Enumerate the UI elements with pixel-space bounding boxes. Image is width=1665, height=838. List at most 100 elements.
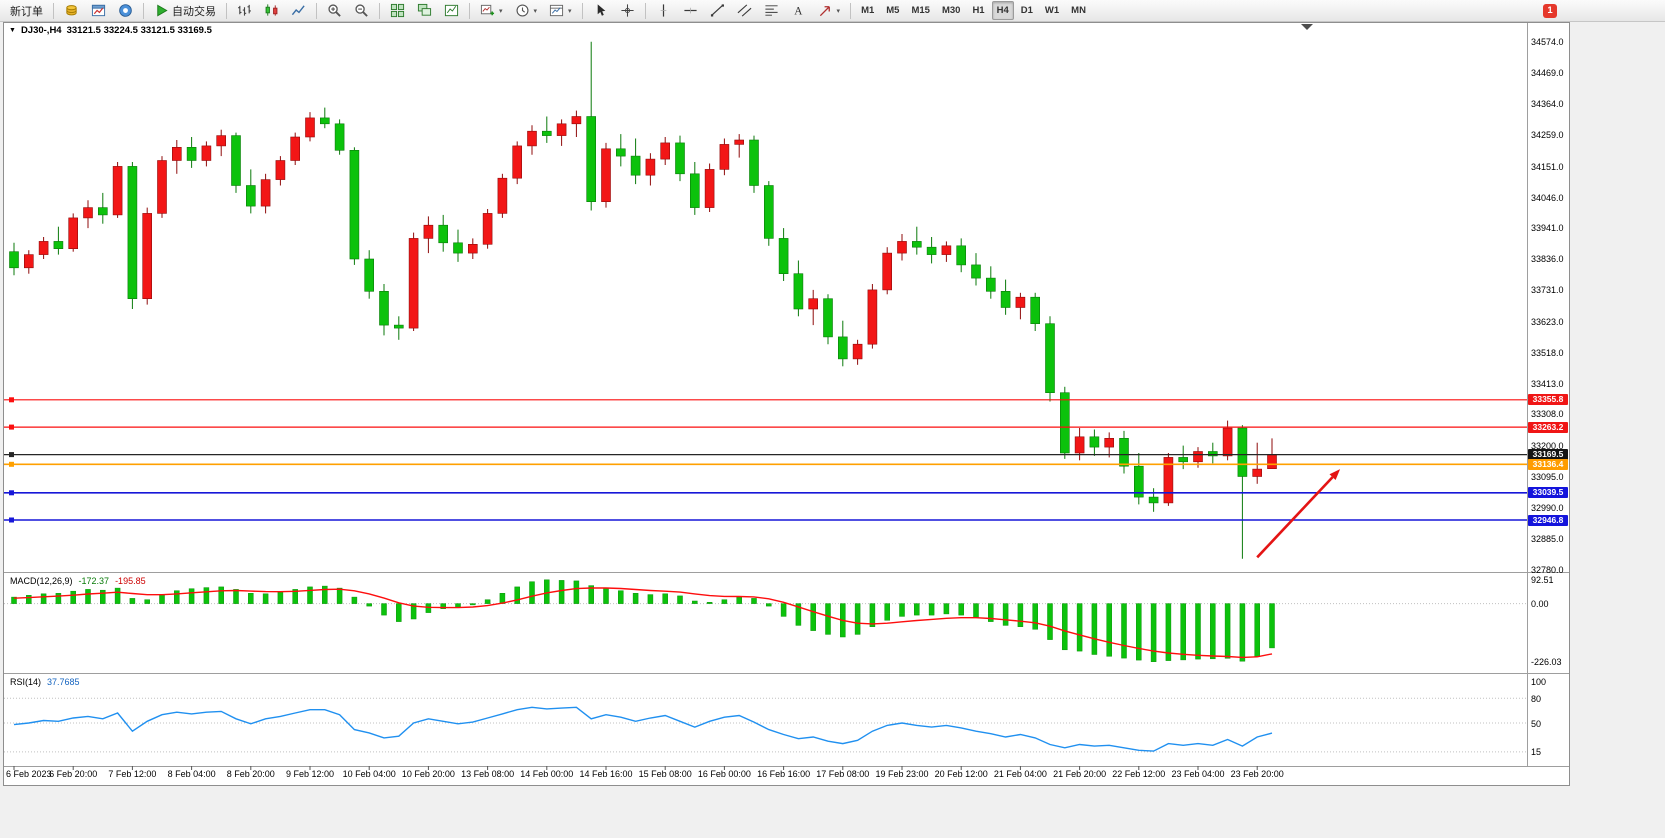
new-chart-icon [480, 3, 495, 18]
periods-button[interactable]: ▾ [510, 1, 543, 20]
price-axis-label: 34469.0 [1531, 68, 1564, 79]
macd-axis-label: 0.00 [1531, 599, 1549, 610]
price-line-handle[interactable] [9, 452, 14, 458]
zoom-in-button[interactable] [322, 1, 347, 20]
toolbar-separator [850, 2, 852, 19]
toolbar-separator [644, 2, 646, 19]
price-line-handle[interactable] [9, 424, 14, 430]
time-axis-label: 16 Feb 00:00 [697, 769, 751, 779]
auto-trading-button-label: 自动交易 [172, 5, 216, 18]
tf-h4-button[interactable]: H4 [991, 1, 1014, 20]
chart-shift-marker[interactable] [1301, 24, 1313, 30]
notification-badge[interactable]: 1 [1543, 4, 1557, 18]
time-axis-label: 22 Feb 12:00 [1112, 769, 1166, 779]
fibo-button[interactable] [759, 1, 784, 20]
price-tag: 33039.5 [1528, 487, 1568, 499]
time-axis-label: 6 Feb 2023 [6, 769, 52, 779]
hline-button[interactable] [678, 1, 703, 20]
tf-m1-button[interactable]: M1 [856, 1, 879, 20]
price-line-handle[interactable] [9, 461, 14, 467]
tf-mn-button[interactable]: MN [1066, 1, 1091, 20]
auto-trading-button[interactable]: 自动交易 [149, 1, 221, 20]
arrow-annotation-head[interactable] [1329, 469, 1341, 480]
price-tag: 33263.2 [1528, 421, 1568, 433]
toolbar-separator [581, 2, 583, 19]
price-axis-label: 32990.0 [1531, 502, 1564, 513]
cursor-button[interactable] [588, 1, 613, 20]
toolbar-separator [379, 2, 380, 19]
macd-axis-label: -226.03 [1531, 657, 1562, 668]
new-chart-button[interactable]: ▾ [475, 1, 508, 20]
tf-h1-button-label: H1 [972, 5, 985, 16]
line-chart-button[interactable] [286, 1, 311, 20]
track-chart-button[interactable] [439, 1, 464, 20]
chevron-down-icon[interactable]: ▼ [9, 27, 16, 34]
tf-w1-button[interactable]: W1 [1040, 1, 1064, 20]
tf-m30-button[interactable]: M30 [937, 1, 965, 20]
tf-h1-button[interactable]: H1 [967, 1, 989, 20]
price-line-handle[interactable] [9, 490, 14, 496]
price-axis-label: 33518.0 [1531, 347, 1564, 358]
crosshair-button[interactable] [615, 1, 640, 20]
clock-icon [515, 3, 530, 18]
chart-window-icon [91, 3, 106, 18]
time-axis-label: 8 Feb 20:00 [226, 769, 275, 779]
vline-button[interactable] [651, 1, 676, 20]
macd-main-value: -172.37 [78, 576, 110, 586]
tf-m15-button-label: M15 [911, 5, 930, 16]
time-axis-label: 9 Feb 12:00 [285, 769, 335, 779]
tf-m5-button[interactable]: M5 [881, 1, 904, 20]
zoom-out-button[interactable] [349, 1, 374, 20]
time-axis-label: 10 Feb 20:00 [401, 769, 455, 779]
price-line-handle[interactable] [9, 397, 14, 403]
chart-canvas[interactable] [4, 23, 1569, 785]
arrow-shape-icon [818, 3, 833, 18]
macd-panel-label: MACD(12,26,9) -172.37 -195.85 [10, 576, 146, 586]
time-axis-label: 21 Feb 04:00 [993, 769, 1047, 779]
bar-chart-button[interactable] [232, 1, 257, 20]
toolbar-separator [53, 2, 54, 19]
time-axis-label: 23 Feb 20:00 [1230, 769, 1284, 779]
chart-symbol-period: DJ30-,H4 [20, 25, 62, 36]
price-axis-label: 33731.0 [1531, 285, 1564, 296]
arrows-button[interactable]: ▾ [813, 1, 846, 20]
charts-window-button[interactable] [86, 1, 111, 20]
tf-d1-button[interactable]: D1 [1016, 1, 1038, 20]
dropdown-caret-icon: ▾ [568, 7, 572, 15]
tf-d1-button-label: D1 [1020, 5, 1033, 16]
rsi-line [13, 706, 1273, 752]
chart-title: ▼ DJ30-,H4 33121.5 33224.5 33121.5 33169… [9, 25, 212, 36]
tf-m15-button[interactable]: M15 [906, 1, 934, 20]
arrow-annotation[interactable] [1256, 476, 1334, 559]
price-axis-label: 32885.0 [1531, 533, 1564, 544]
candle-chart-button[interactable] [259, 1, 284, 20]
rsi-axis-label: 100 [1531, 677, 1547, 688]
price-axis-label: 34046.0 [1531, 192, 1564, 203]
cascade-windows-button[interactable] [412, 1, 437, 20]
dropdown-caret-icon: ▾ [499, 7, 503, 15]
price-axis-label: 32780.0 [1531, 564, 1564, 575]
text-icon: A [791, 3, 806, 18]
time-axis-label: 8 Feb 04:00 [167, 769, 216, 779]
new-order-button[interactable]: 新订单 [5, 1, 48, 20]
text-button[interactable]: A [786, 1, 811, 20]
time-axis-label: 23 Feb 04:00 [1171, 769, 1225, 779]
toolbar-separator [316, 2, 317, 19]
channel-button[interactable] [732, 1, 757, 20]
line-chart-icon [291, 3, 306, 18]
price-axis-label: 34574.0 [1531, 37, 1564, 48]
chart-ohlc-values: 33121.5 33224.5 33121.5 33169.5 [66, 25, 212, 36]
deposit-button[interactable] [59, 1, 84, 20]
trendline-button[interactable] [705, 1, 730, 20]
channel-icon [737, 3, 752, 18]
price-line-handle[interactable] [9, 517, 14, 523]
templates-button[interactable]: ▾ [544, 1, 577, 20]
tf-mn-button-label: MN [1071, 5, 1086, 16]
time-axis-label: 20 Feb 12:00 [934, 769, 988, 779]
tile-windows-button[interactable] [385, 1, 410, 20]
time-axis-label: 14 Feb 16:00 [579, 769, 633, 779]
price-axis-label: 33413.0 [1531, 378, 1564, 389]
community-button[interactable] [113, 1, 138, 20]
time-axis-label: 13 Feb 08:00 [461, 769, 515, 779]
price-axis-label: 34259.0 [1531, 129, 1564, 140]
